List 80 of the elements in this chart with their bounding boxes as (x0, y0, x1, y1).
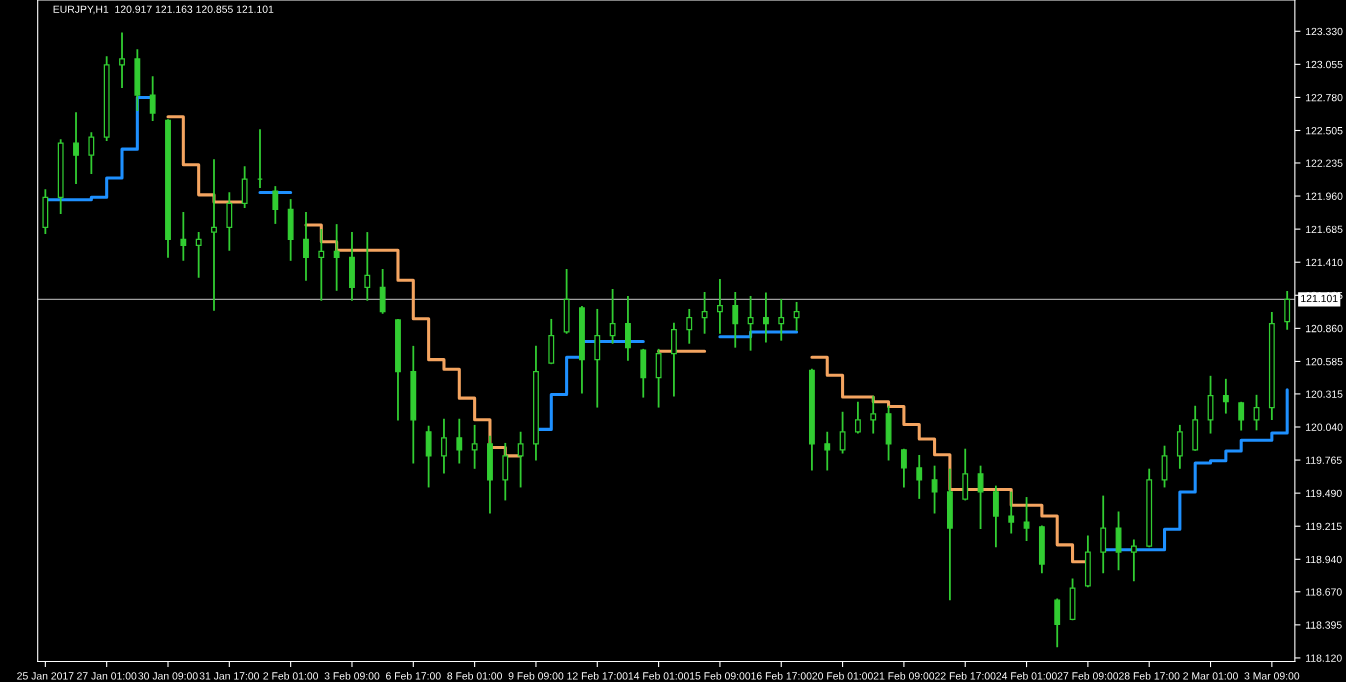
y-tick-label: 122.780 (1306, 93, 1343, 102)
candlestick (456, 418, 463, 464)
x-tick-label: 12 Feb 17:00 (567, 671, 628, 680)
y-tick-label: 123.055 (1306, 60, 1343, 69)
y-tick-label: 122.505 (1306, 127, 1343, 135)
x-tick-label: 2 Mar 01:00 (1183, 672, 1238, 680)
y-tick-label: 118.940 (1306, 555, 1342, 564)
candlestick (318, 229, 325, 301)
y-tick-label: 118.120 (1306, 654, 1342, 662)
y-tick-label: 120.040 (1306, 423, 1343, 431)
candlestick (1130, 539, 1137, 582)
candlestick (717, 278, 723, 334)
candlestick (778, 298, 785, 341)
candlestick (119, 32, 125, 89)
candlestick (303, 212, 309, 281)
y-tick-label: 123.330 (1306, 27, 1343, 36)
x-tick-label: 25 Jan 2017 (17, 672, 74, 680)
candlestick (364, 232, 371, 301)
x-tick-label: 6 Feb 17:00 (386, 671, 441, 680)
y-tick-label: 121.685 (1306, 225, 1343, 234)
candlestick (333, 224, 340, 291)
chart-title: EURJPY,H1 120.917 121.163 120.855 121.101 (53, 5, 274, 15)
candlestick (900, 448, 907, 488)
x-tick-label: 21 Feb 09:00 (873, 671, 935, 680)
y-tick-label: 121.410 (1306, 258, 1343, 267)
candlestick (732, 291, 739, 348)
candlestick (1284, 291, 1291, 330)
x-tick-label: 2 Feb 01:00 (263, 671, 319, 680)
y-tick-label: 120.315 (1306, 390, 1343, 398)
candlestick (793, 301, 800, 331)
candlestick (839, 411, 846, 454)
candlestick (854, 401, 861, 434)
candlestick (762, 292, 769, 343)
x-tick-label: 20 Feb 01:00 (812, 671, 873, 680)
candlestick (931, 465, 938, 514)
candlestick (1222, 378, 1229, 414)
candlestick (517, 431, 524, 488)
candlestick (701, 291, 708, 334)
candlestick (441, 418, 447, 474)
x-tick-label: 24 Feb 01:00 (996, 671, 1057, 680)
y-tick-label: 119.765 (1306, 456, 1342, 464)
y-tick-label: 118.670 (1306, 588, 1342, 596)
candlestick (149, 76, 156, 122)
x-tick-label: 16 Feb 17:00 (751, 671, 812, 680)
x-tick-label: 9 Feb 09:00 (508, 671, 564, 680)
x-tick-label: 27 Feb 09:00 (1057, 671, 1119, 680)
x-tick-label: 3 Feb 09:00 (324, 671, 380, 680)
candlestick (824, 431, 831, 471)
candlestick (747, 295, 754, 351)
candlestick (73, 112, 79, 184)
candlestick (180, 212, 187, 261)
candlestick (88, 132, 95, 174)
y-tick-label: 121.960 (1306, 192, 1343, 200)
candlestick (272, 186, 279, 224)
x-tick-label: 30 Jan 09:00 (138, 672, 198, 680)
candlestick (1008, 491, 1015, 534)
y-tick-label: 122.235 (1306, 159, 1343, 167)
candlestick (471, 424, 478, 469)
x-tick-label: 3 Mar 09:00 (1244, 672, 1300, 680)
y-tick-label: 118.395 (1306, 621, 1342, 629)
x-tick-label: 31 Jan 17:00 (199, 672, 260, 680)
candlestick (1238, 401, 1245, 431)
y-tick-label: 119.215 (1306, 522, 1342, 531)
x-tick-label: 8 Feb 01:00 (447, 671, 503, 680)
candlestick (1023, 497, 1030, 541)
x-tick-label: 28 Feb 17:00 (1119, 671, 1180, 680)
candlestick (977, 465, 984, 529)
candlestick (195, 232, 202, 278)
candlestick (211, 159, 217, 311)
candlestick (870, 395, 877, 434)
candlestick (609, 288, 616, 344)
y-tick-label: 119.490 (1306, 489, 1342, 498)
candlestick (916, 454, 923, 499)
x-tick-label: 27 Jan 01:00 (77, 672, 137, 680)
x-tick-label: 14 Feb 01:00 (628, 671, 689, 680)
y-tick-label: 120.860 (1306, 324, 1343, 333)
x-tick-label: 15 Feb 09:00 (690, 671, 751, 680)
candlestick (686, 308, 693, 344)
y-tick-label: 120.585 (1306, 357, 1343, 366)
x-tick-label: 22 Feb 17:00 (935, 671, 996, 680)
